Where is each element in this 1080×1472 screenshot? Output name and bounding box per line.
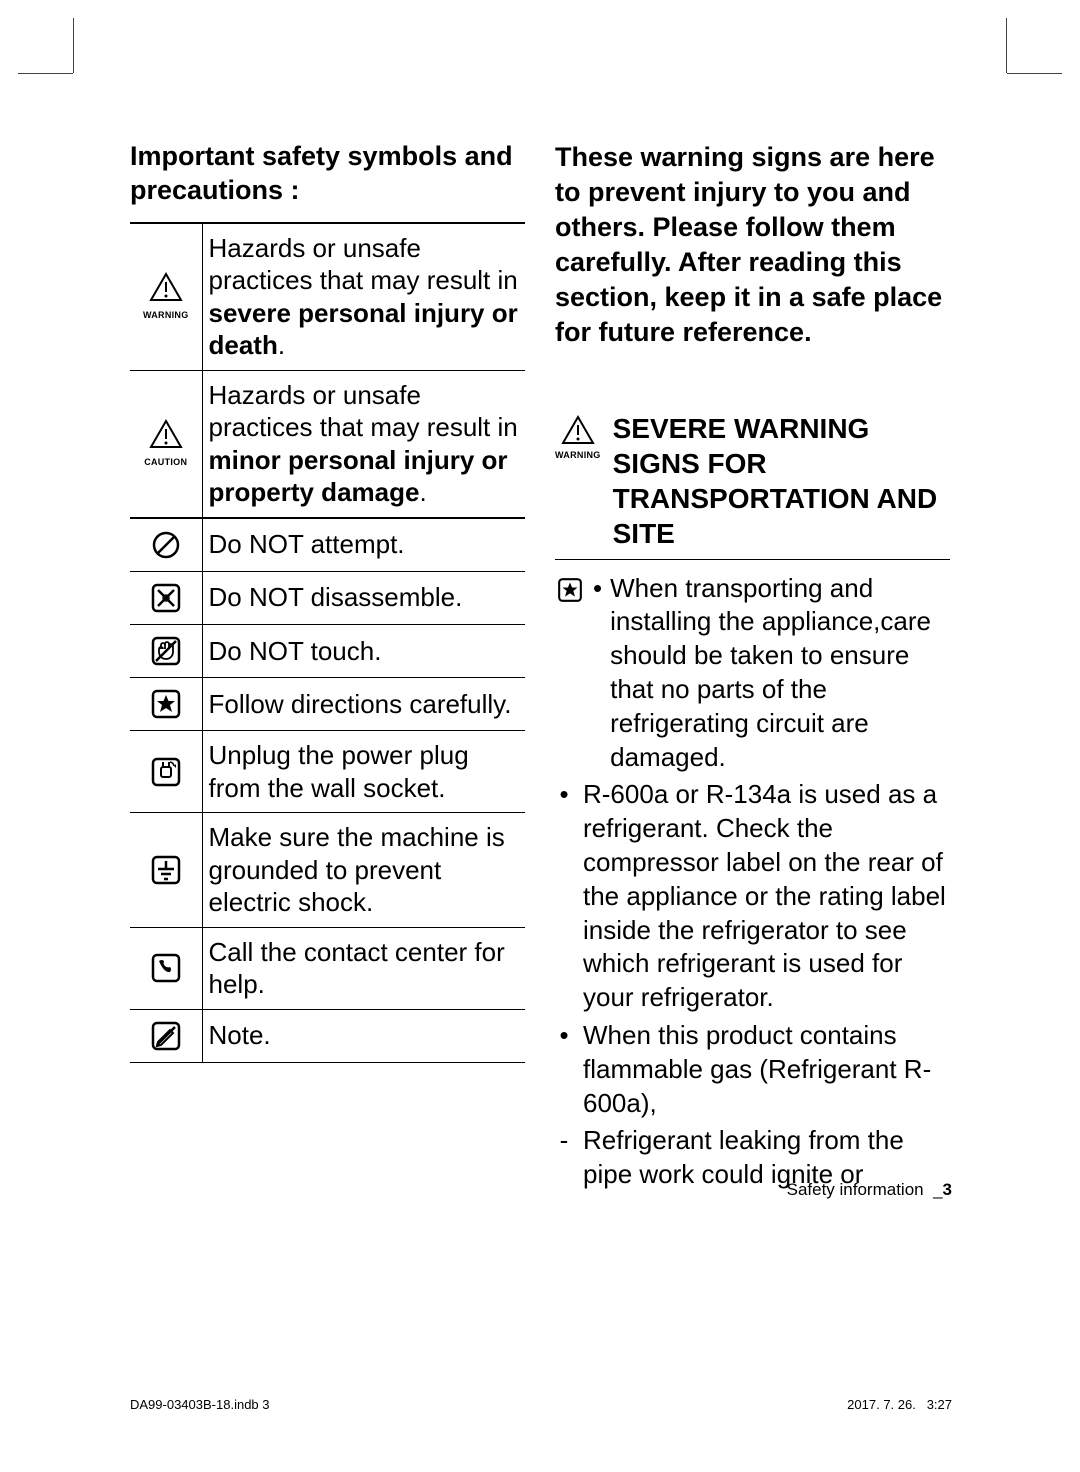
caution-icon-cell: CAUTION	[130, 370, 202, 518]
table-row: Note.	[130, 1009, 525, 1062]
print-datetime: 2017. 7. 26. 3:27	[847, 1397, 952, 1412]
bullet-item: • When transporting and installing the a…	[555, 572, 950, 775]
warning-triangle-icon	[149, 272, 183, 302]
table-row: WARNING Hazards or unsafe practices that…	[130, 223, 525, 371]
ground-icon	[130, 813, 202, 928]
print-filename: DA99-03403B-18.indb 3	[130, 1397, 270, 1412]
bullet-item: • R-600a or R-134a is used as a refriger…	[555, 778, 950, 1015]
symbol-desc: Note.	[202, 1009, 525, 1062]
warning-heading-text: SEVERE WARNING SIGNS FOR TRANSPORTATION …	[613, 411, 950, 551]
symbol-desc: Make sure the machine is grounded to pre…	[202, 813, 525, 928]
footer-section: Safety information	[787, 1180, 924, 1199]
footer-page: 3	[943, 1180, 952, 1199]
table-row: Call the contact center for help.	[130, 927, 525, 1009]
symbol-desc: Follow directions carefully.	[202, 677, 525, 730]
crop-mark	[18, 60, 73, 74]
do-not-touch-icon	[130, 624, 202, 677]
table-row: Unplug the power plug from the wall sock…	[130, 731, 525, 813]
bullet-text: When transporting and installing the app…	[610, 572, 950, 775]
warning-icon-cell: WARNING	[130, 223, 202, 371]
intro-text: These warning signs are here to prevent …	[555, 140, 950, 351]
crop-mark	[1007, 60, 1062, 74]
symbol-desc: Unplug the power plug from the wall sock…	[202, 731, 525, 813]
page-footer: Safety information _3	[787, 1180, 952, 1200]
symbol-desc: Do NOT attempt.	[202, 518, 525, 572]
left-column: Important safety symbols and precautions…	[130, 140, 525, 1192]
table-row: CAUTION Hazards or unsafe practices that…	[130, 370, 525, 518]
table-row: Do NOT attempt.	[130, 518, 525, 572]
bullet-list: • When transporting and installing the a…	[555, 572, 950, 1192]
table-row: Make sure the machine is grounded to pre…	[130, 813, 525, 928]
symbol-desc: Hazards or unsafe practices that may res…	[202, 223, 525, 371]
note-icon	[130, 1009, 202, 1062]
symbol-desc: Hazards or unsafe practices that may res…	[202, 370, 525, 518]
warning-label: WARNING	[555, 450, 601, 460]
star-box-icon	[555, 575, 585, 614]
bullet-item: • When this product contains flammable g…	[555, 1019, 950, 1120]
section-title: Important safety symbols and precautions…	[130, 140, 525, 208]
page-content: Important safety symbols and precautions…	[130, 140, 950, 1192]
unplug-icon	[130, 731, 202, 813]
right-column: These warning signs are here to prevent …	[555, 140, 950, 1192]
table-row: Do NOT disassemble.	[130, 571, 525, 624]
symbols-table: WARNING Hazards or unsafe practices that…	[130, 222, 525, 1063]
warning-triangle-icon: WARNING	[555, 415, 601, 460]
contact-icon	[130, 927, 202, 1009]
follow-directions-icon	[130, 677, 202, 730]
symbol-desc: Do NOT touch.	[202, 624, 525, 677]
do-not-attempt-icon	[130, 518, 202, 572]
bullet-text: When this product contains flammable gas…	[583, 1019, 950, 1120]
warning-heading-block: WARNING SEVERE WARNING SIGNS FOR TRANSPO…	[555, 411, 950, 560]
do-not-disassemble-icon	[130, 571, 202, 624]
table-row: Do NOT touch.	[130, 624, 525, 677]
caution-triangle-icon	[149, 419, 183, 449]
bullet-text: R-600a or R-134a is used as a refrigeran…	[583, 778, 950, 1015]
table-row: Follow directions carefully.	[130, 677, 525, 730]
warning-label: WARNING	[136, 310, 196, 321]
symbol-desc: Call the contact center for help.	[202, 927, 525, 1009]
symbol-desc: Do NOT disassemble.	[202, 571, 525, 624]
caution-label: CAUTION	[136, 457, 196, 468]
